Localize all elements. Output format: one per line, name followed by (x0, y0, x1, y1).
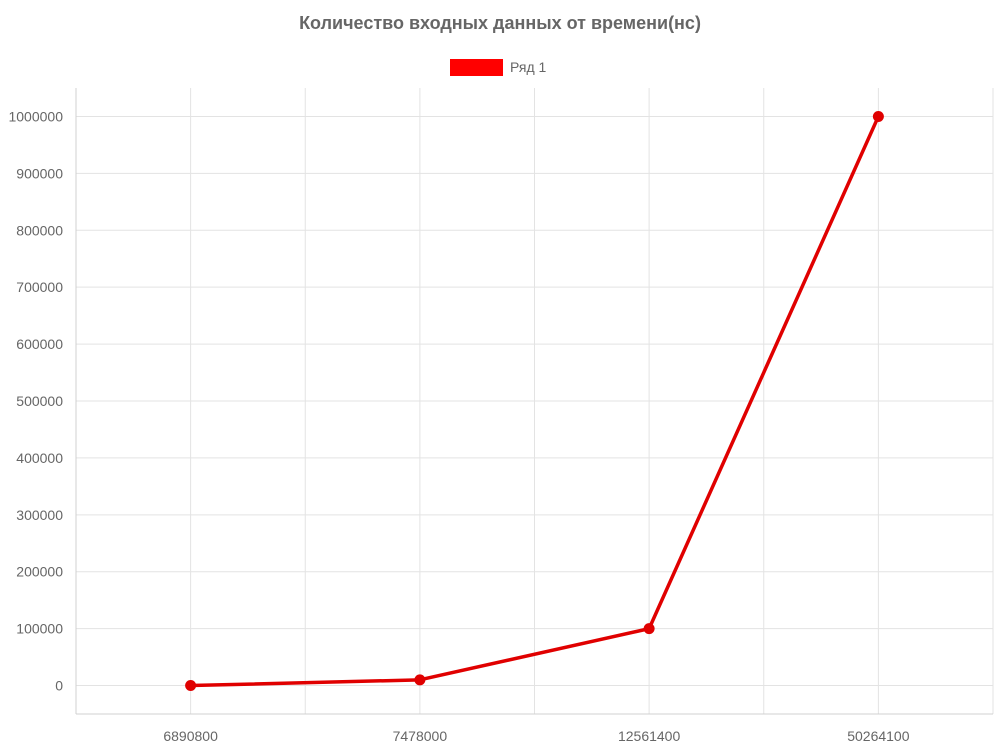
y-tick-label: 0 (55, 678, 63, 694)
x-tick-label: 12561400 (618, 728, 681, 744)
legend-label-series-1: Ряд 1 (510, 59, 547, 75)
chart-title: Количество входных данных от времени(нс) (299, 13, 701, 33)
series (185, 110, 884, 692)
grid (75, 88, 994, 714)
x-axis-ticks: 6890800 7478000 12561400 50264100 (163, 728, 909, 744)
data-point[interactable] (185, 680, 197, 692)
x-tick-label: 7478000 (393, 728, 448, 744)
series-line (188, 114, 881, 688)
y-tick-label: 200000 (16, 564, 63, 580)
y-tick-label: 900000 (16, 165, 63, 181)
axes (75, 88, 993, 715)
y-tick-label: 300000 (16, 507, 63, 523)
data-point[interactable] (643, 623, 655, 635)
x-tick-label: 6890800 (163, 728, 218, 744)
y-tick-label: 100000 (16, 621, 63, 637)
y-tick-label: 500000 (16, 393, 63, 409)
y-tick-label: 1000000 (8, 108, 63, 124)
y-axis-ticks: 0 100000 200000 300000 400000 500000 600000 700… (8, 108, 63, 693)
y-tick-label: 800000 (16, 222, 63, 238)
data-point[interactable] (414, 674, 426, 686)
legend-swatch-series-1 (450, 59, 503, 76)
data-point[interactable] (872, 110, 884, 122)
y-tick-label: 700000 (16, 279, 63, 295)
x-tick-label: 50264100 (847, 728, 910, 744)
y-tick-label: 600000 (16, 336, 63, 352)
legend[interactable]: Ряд 1 (450, 59, 547, 76)
y-tick-label: 400000 (16, 450, 63, 466)
